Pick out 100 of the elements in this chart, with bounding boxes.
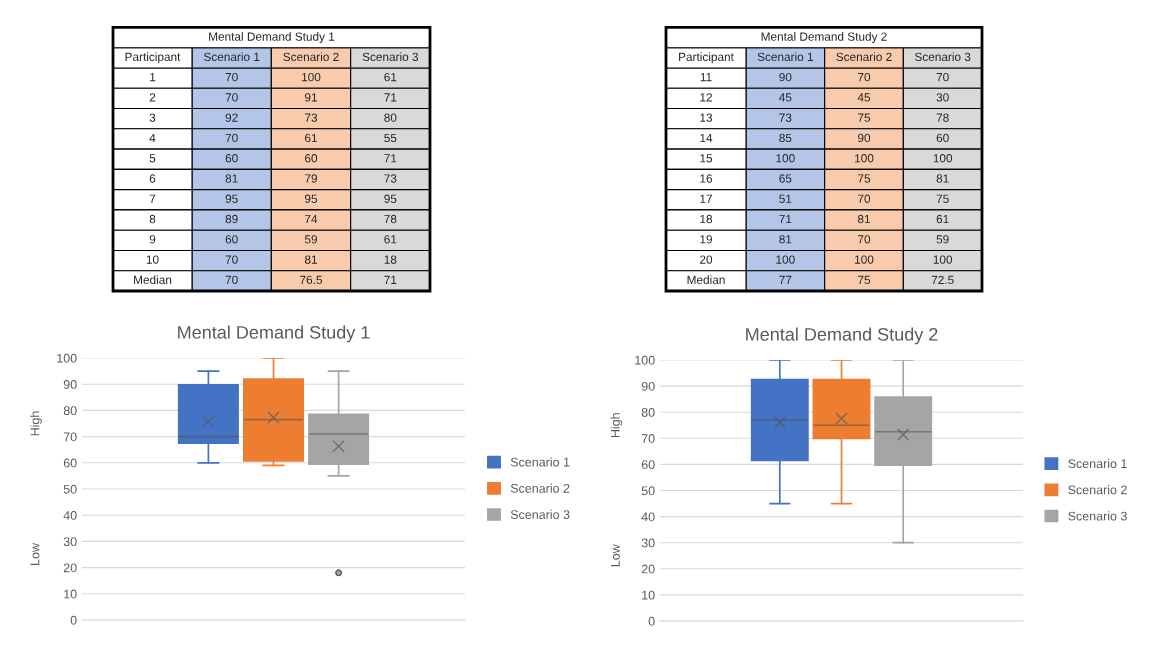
data-label: 45	[779, 93, 792, 102]
y-tick-label: 0	[70, 615, 77, 625]
data-label: 100	[302, 72, 321, 82]
y-tick-label: 40	[641, 512, 655, 522]
data-label: 59	[936, 235, 949, 244]
data-label: 70	[225, 93, 238, 102]
y-tick-label: 50	[641, 486, 655, 496]
data-label: 78	[936, 113, 949, 122]
legend-label: Scenario 3	[510, 509, 570, 519]
y-tick-label: 4	[149, 133, 156, 143]
y-tick-label: 60	[641, 460, 655, 470]
y-tick-label: 8	[149, 214, 156, 224]
data-label: 60	[225, 235, 238, 244]
x-tick-label: Scenario 3	[362, 52, 419, 62]
y-tick-label: 30	[63, 537, 77, 547]
y-tick-label: 100	[57, 353, 77, 363]
y-tick-label: 1	[150, 73, 156, 82]
y-tick-label: 70	[641, 434, 655, 443]
data-label: 81	[936, 174, 949, 183]
data-label: 81	[857, 214, 870, 224]
y-tick-label: 17	[700, 194, 712, 203]
data-label: 70	[858, 235, 871, 244]
x-tick-label: Scenario 2	[283, 52, 339, 62]
data-label: 61	[384, 235, 397, 244]
data-label: 92	[225, 113, 238, 122]
data-label: 95	[225, 194, 238, 203]
data-label: 90	[857, 133, 871, 143]
data-label: 71	[384, 154, 397, 163]
data-label: 60	[936, 133, 949, 143]
legend-label: Scenario 2	[1068, 485, 1127, 495]
data-label: 59	[304, 235, 318, 244]
data-label: 71	[779, 214, 792, 224]
data-label: 100	[933, 255, 953, 264]
y-tick-label: 15	[700, 154, 713, 163]
data-label: 81	[225, 174, 238, 183]
y-tick-label: 13	[700, 113, 713, 122]
data-label: 73	[305, 113, 318, 122]
y-tick-label: 18	[700, 214, 713, 224]
data-label: 61	[384, 72, 397, 82]
y-axis-title: Participant	[679, 52, 734, 64]
data-label: 71	[384, 275, 397, 284]
data-label: 73	[384, 174, 397, 183]
data-label: 76.5	[300, 275, 322, 285]
data-label: 85	[779, 133, 792, 143]
data-label: 79	[305, 174, 318, 183]
data-label: 72.5	[931, 275, 954, 285]
y-tick-label: 11	[700, 73, 712, 82]
y-tick-label: Median	[134, 275, 172, 285]
y-tick-label: 10	[146, 255, 159, 264]
y-tick-label: 14	[700, 133, 713, 143]
data-label: 80	[384, 113, 397, 122]
y-tick-label: 50	[63, 484, 77, 494]
data-label: 70	[858, 72, 871, 82]
y-tick-label: 3	[149, 113, 156, 122]
data-label: 30	[936, 93, 949, 102]
data-label: 91	[304, 93, 317, 102]
data-label: 51	[779, 194, 792, 203]
data-label: 71	[384, 93, 397, 102]
text: High	[610, 413, 623, 438]
data-label: 75	[858, 174, 871, 183]
data-label: 60	[225, 154, 238, 163]
y-tick-label: 0	[648, 616, 655, 626]
y-tick-label: 70	[63, 432, 77, 442]
data-label: 70	[936, 72, 949, 82]
y-tick-label: 40	[63, 511, 77, 520]
y-tick-label: 20	[700, 255, 713, 264]
data-label: 75	[936, 194, 949, 203]
y-tick-label: 16	[700, 174, 713, 183]
text: Low	[30, 543, 40, 565]
data-label: 45	[857, 93, 871, 102]
data-label: 55	[384, 133, 397, 143]
y-tick-label: 10	[64, 589, 77, 599]
x-tick-label: Scenario 2	[836, 52, 892, 62]
data-label: 100	[776, 255, 795, 264]
y-tick-label: 80	[641, 408, 655, 417]
text: Low	[611, 544, 620, 567]
chart-title: Mental Demand Study 2	[761, 32, 887, 44]
data-label: 95	[304, 194, 318, 203]
data-label: 61	[305, 133, 317, 143]
data-label: 81	[779, 235, 792, 244]
data-label: 89	[225, 214, 238, 224]
data-label: 100	[855, 255, 874, 264]
y-tick-label: 12	[700, 93, 712, 102]
y-tick-label: 80	[63, 406, 77, 416]
data-label: 90	[779, 72, 792, 82]
y-tick-label: 90	[641, 381, 655, 391]
y-axis-title: Participant	[125, 52, 181, 64]
legend-label: Scenario 2	[510, 483, 570, 493]
data-label: 60	[305, 154, 318, 163]
y-tick-label: 9	[149, 235, 156, 244]
chart-title: Mental Demand Study 1	[209, 32, 335, 44]
data-label: 100	[855, 154, 874, 163]
data-label: 61	[936, 214, 949, 224]
legend-label: Scenario 3	[1068, 511, 1127, 521]
y-tick-label: 19	[700, 235, 713, 244]
data-label: 74	[305, 214, 318, 224]
y-tick-label: 100	[635, 355, 655, 365]
x-tick-label: Scenario 1	[757, 52, 813, 62]
data-label: 100	[776, 154, 795, 163]
y-tick-label: 10	[642, 590, 655, 600]
